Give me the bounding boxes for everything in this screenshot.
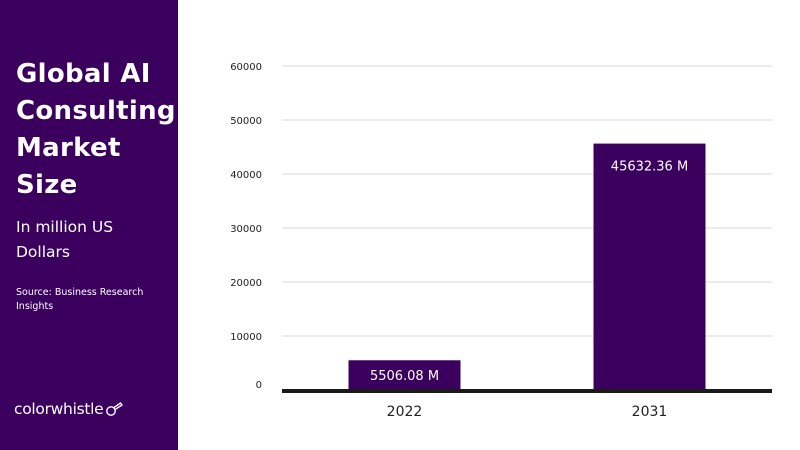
whistle-icon bbox=[105, 401, 124, 417]
bar bbox=[348, 360, 461, 390]
y-tick-label: 20000 bbox=[230, 278, 262, 289]
bar bbox=[593, 143, 706, 390]
source-note: Source: Business Research Insights bbox=[16, 287, 144, 312]
y-tick-label: 40000 bbox=[230, 170, 262, 181]
logo-text: colorwhistle bbox=[14, 400, 104, 418]
bar-chart: 0 10000 20000 30000 40000 50000 60000 5506.08 M… bbox=[230, 62, 772, 420]
y-tick-label: 0 bbox=[256, 380, 262, 391]
y-tick-label: 50000 bbox=[230, 116, 262, 127]
x-tick-label: 2031 bbox=[632, 404, 668, 420]
x-tick-label: 2022 bbox=[387, 404, 423, 420]
page-title: Global AI Consulting Market Size bbox=[16, 59, 176, 200]
chart-subtitle: In million US Dollars bbox=[16, 218, 114, 261]
brand-logo: colorwhistle bbox=[14, 400, 124, 418]
y-tick-label: 10000 bbox=[230, 332, 262, 343]
y-tick-label: 30000 bbox=[230, 224, 262, 235]
data-label: 5506.08 M bbox=[370, 369, 439, 384]
y-tick-label: 60000 bbox=[230, 62, 262, 73]
sidebar-panel: Global AI Consulting Market Size In mill… bbox=[0, 0, 178, 450]
data-label: 45632.36 M bbox=[611, 160, 688, 175]
